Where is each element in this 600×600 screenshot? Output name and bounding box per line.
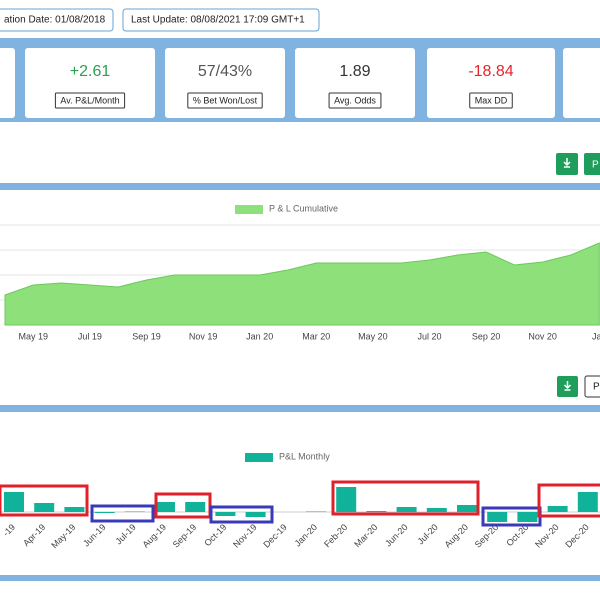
bar [34,503,55,512]
update-box [122,8,320,32]
bar [336,487,357,512]
blue-box [90,504,155,523]
red-box [537,483,600,518]
stat-card [295,48,415,118]
legend-label: P&L Monthly [279,451,330,461]
x-tick-label: Nov 20 [528,331,557,341]
creation-box [0,8,114,32]
print-button[interactable] [584,375,600,398]
x-tick-label: Sep 19 [132,331,161,341]
stat-label: Av. P&L/Month [60,95,119,105]
legend-label: P & L Cumulative [269,203,338,213]
x-tick-label: Jul 19 [78,331,102,341]
red-box [331,480,480,516]
bar [94,512,115,513]
bar [547,506,568,512]
button-label: P [593,382,600,393]
bar [245,512,266,517]
x-tick-label: May 20 [358,331,388,341]
legend-swatch [245,453,273,462]
bar [306,511,326,512]
x-tick-label: Jan 20 [246,331,273,341]
stat-card [0,48,15,118]
red-box [0,484,89,517]
creation-date: ation Date: 01/08/2018 [4,15,106,26]
stat-label-box [187,92,263,109]
stat-label-box [469,92,513,109]
area [4,242,600,326]
x-tick-label: Mar 20 [302,331,330,341]
x-tick-label: Jul 20 [417,331,441,341]
separator [0,405,600,412]
x-tick-label: May 19 [19,331,49,341]
stat-value: 57/43% [198,63,252,80]
bar [366,511,387,512]
stat-label-box [54,92,126,109]
annotations [0,480,600,527]
bar [185,502,206,512]
blue-box [209,505,274,524]
stat-card [427,48,555,118]
stat-label: % Bet Won/Lost [193,95,258,105]
separator [0,575,600,581]
button-label: P [592,160,599,171]
bar [487,512,508,522]
legend-swatch [235,205,263,214]
bar [64,507,85,512]
bar [517,512,538,522]
bar [426,508,447,512]
stat-value: 1.89 [339,63,370,80]
stat-value: -18.84 [468,63,513,80]
stat-card [563,48,600,118]
bar [4,492,24,512]
stat-label: Max DD [475,95,508,105]
stats: +2.61 Av. P&L/Month 57/43% % Bet Won/Lost 1.… [25,48,555,118]
download-icon [563,158,571,168]
last-update: Last Update: 08/08/2021 17:09 GMT+1 [131,15,305,26]
stat-value: +2.61 [70,63,111,80]
print-button[interactable] [584,153,600,175]
x-tick-label: Jan [592,331,600,341]
buttons: P P [556,153,600,398]
bar [155,502,175,512]
download-icon [563,381,572,391]
bar [215,512,236,516]
stat-label: Avg. Odds [334,95,376,105]
bar [124,511,145,512]
separator [0,183,600,190]
bar [396,507,417,512]
bar [577,492,598,512]
x-tick-label: Nov 19 [189,331,218,341]
bar [457,505,477,512]
x-tick-label: Sep 20 [472,331,501,341]
stat-label-box [328,92,382,109]
